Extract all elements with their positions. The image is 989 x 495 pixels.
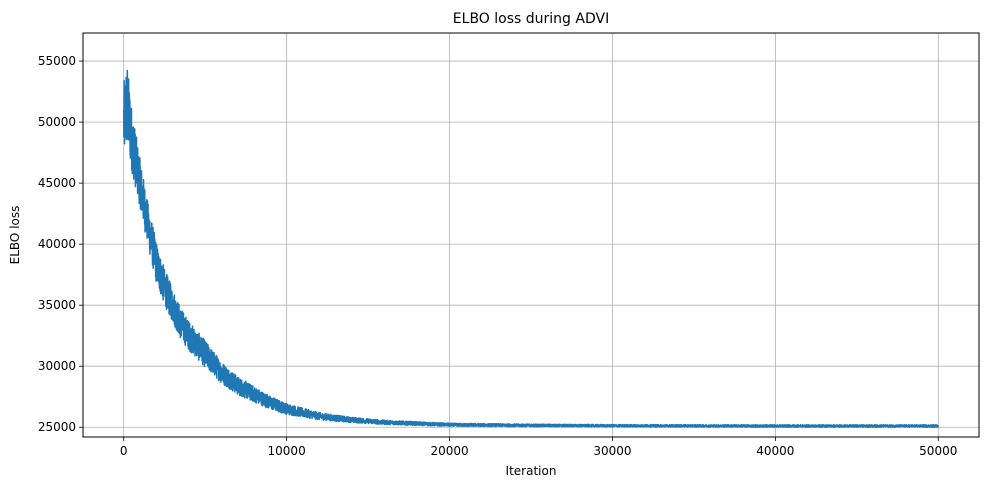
axes-frame	[82, 32, 980, 438]
y-tick-label: 50000	[38, 115, 76, 129]
y-tick-label: 25000	[38, 420, 76, 434]
y-tick-label: 30000	[38, 359, 76, 373]
x-tick-label: 50000	[919, 444, 957, 458]
y-axis-label: ELBO loss	[8, 206, 22, 265]
y-tick-label: 40000	[38, 237, 76, 251]
x-tick-label: 10000	[268, 444, 306, 458]
elbo-loss-line	[122, 69, 939, 428]
x-axis-ticks: 0 10000 20000 30000 40000 50000	[120, 437, 957, 458]
y-tick-label: 35000	[38, 298, 76, 312]
plot-area	[122, 69, 939, 428]
y-tick-label: 55000	[38, 54, 76, 68]
x-tick-label: 40000	[756, 444, 794, 458]
x-tick-label: 0	[120, 444, 128, 458]
x-tick-label: 30000	[593, 444, 631, 458]
x-axis-label: Iteration	[506, 464, 557, 478]
x-tick-label: 20000	[430, 444, 468, 458]
y-tick-label: 45000	[38, 176, 76, 190]
y-axis-ticks: 25000 30000 35000 40000 45000 50000 55000	[38, 54, 83, 434]
grid	[83, 33, 979, 437]
chart-title: ELBO loss during ADVI	[453, 11, 609, 27]
